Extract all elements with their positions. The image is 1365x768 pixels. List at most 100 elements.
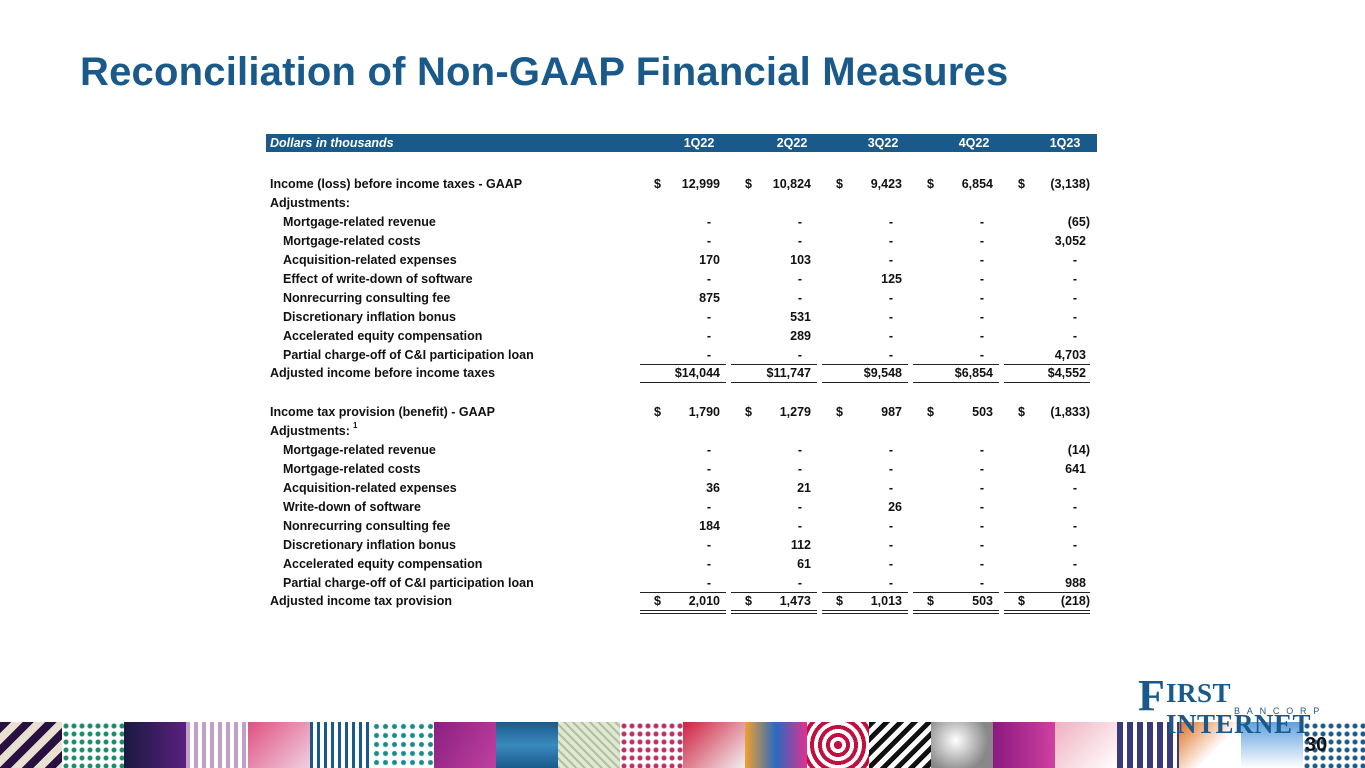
value-cell: 875: [699, 291, 720, 305]
table-row: Discretionary inflation bonus - 112 - - -: [266, 537, 1097, 555]
value-cell: -: [979, 234, 984, 248]
value-cell: -: [1072, 310, 1077, 324]
value-cell: -: [979, 500, 984, 514]
currency-symbol: $: [1018, 594, 1025, 608]
row-label: Write-down of software: [283, 500, 421, 514]
decorative-tile: [1240, 722, 1303, 768]
currency-symbol: $: [836, 177, 843, 191]
total-rule: [640, 592, 726, 593]
currency-symbol: $: [836, 594, 843, 608]
value-cell: 503: [972, 594, 993, 608]
value-cell: 1,013: [870, 594, 902, 608]
value-cell: 9,423: [870, 177, 902, 191]
currency-symbol: $: [654, 594, 661, 608]
decorative-tile: [1054, 722, 1117, 768]
value-cell: 1,279: [779, 405, 811, 419]
value-cell: -: [1072, 538, 1077, 552]
value-cell: 21: [797, 481, 811, 495]
decorative-tile: [434, 722, 497, 768]
currency-symbol: $: [654, 405, 661, 419]
total-rule: [913, 592, 999, 593]
value-cell: -: [706, 538, 711, 552]
period-header: 3Q22: [867, 136, 899, 150]
value-cell: -: [979, 348, 984, 362]
row-label: Acquisition-related expenses: [283, 481, 457, 495]
value-cell: (3,138): [1050, 177, 1090, 191]
value-cell: 61: [797, 557, 811, 571]
value-cell: -: [1072, 500, 1077, 514]
row-label: Adjustments:: [270, 196, 350, 210]
value-cell: -: [706, 329, 711, 343]
double-rule: [913, 610, 999, 614]
decorative-tile: [744, 722, 807, 768]
value-cell: -: [888, 310, 893, 324]
value-cell: 170: [699, 253, 720, 267]
value-cell: $11,747: [766, 366, 812, 380]
value-cell: -: [888, 215, 893, 229]
table-row: Adjustments: 1: [266, 421, 1097, 441]
decorative-tile: [558, 722, 621, 768]
value-cell: 3,052: [1054, 234, 1086, 248]
value-cell: 26: [888, 500, 902, 514]
value-cell: 987: [881, 405, 902, 419]
decorative-tile: [806, 722, 869, 768]
value-cell: -: [797, 519, 802, 533]
value-cell: -: [797, 462, 802, 476]
value-cell: 103: [790, 253, 811, 267]
decorative-tile: [124, 722, 187, 768]
total-rule: [1004, 382, 1090, 383]
table-row: Accelerated equity compensation - 289 - - -: [266, 328, 1097, 346]
row-label: Acquisition-related expenses: [283, 253, 457, 267]
currency-symbol: $: [927, 177, 934, 191]
decorative-tile: [186, 722, 249, 768]
unit-label: Dollars in thousands: [270, 136, 394, 150]
currency-symbol: $: [1018, 177, 1025, 191]
period-header: 4Q22: [958, 136, 990, 150]
value-cell: -: [797, 215, 802, 229]
value-cell: -: [888, 462, 893, 476]
currency-symbol: $: [1018, 405, 1025, 419]
table-row: Effect of write-down of software - - 125 - -: [266, 271, 1097, 289]
table-row: Adjusted income before income taxes $14,0…: [266, 365, 1097, 383]
value-cell: -: [1072, 291, 1077, 305]
currency-symbol: $: [836, 405, 843, 419]
value-cell: -: [979, 329, 984, 343]
period-header: 1Q23: [1049, 136, 1081, 150]
value-cell: 988: [1065, 576, 1086, 590]
table-row: Nonrecurring consulting fee 184 - - - -: [266, 518, 1097, 536]
value-cell: -: [979, 272, 984, 286]
value-cell: (218): [1060, 594, 1090, 608]
value-cell: -: [888, 443, 893, 457]
total-rule: [640, 382, 726, 383]
value-cell: -: [706, 557, 711, 571]
currency-symbol: $: [654, 177, 661, 191]
decorative-tile: [62, 722, 125, 768]
row-label: Mortgage-related costs: [283, 234, 421, 248]
value-cell: 125: [881, 272, 902, 286]
value-cell: -: [979, 215, 984, 229]
value-cell: -: [979, 576, 984, 590]
row-label: Adjusted income before income taxes: [270, 366, 496, 380]
value-cell: (65): [1067, 215, 1090, 229]
row-label: Adjusted income tax provision: [270, 594, 452, 608]
value-cell: (14): [1067, 443, 1090, 457]
value-cell: -: [1072, 557, 1077, 571]
row-label: Mortgage-related costs: [283, 462, 421, 476]
total-rule: [640, 364, 726, 365]
value-cell: -: [979, 291, 984, 305]
value-cell: 1,790: [688, 405, 720, 419]
decorative-tile: [1116, 722, 1179, 768]
logo-name: IRST INTERNET: [1166, 678, 1312, 739]
total-rule: [913, 364, 999, 365]
decorative-tile: [248, 722, 311, 768]
double-rule: [640, 610, 726, 614]
value-cell: -: [706, 234, 711, 248]
total-rule: [822, 592, 908, 593]
row-label: Mortgage-related revenue: [283, 443, 436, 457]
row-label: Discretionary inflation bonus: [283, 538, 456, 552]
decorative-tile: [992, 722, 1055, 768]
value-cell: -: [706, 576, 711, 590]
row-label: Income tax provision (benefit) - GAAP: [270, 405, 496, 419]
decorative-tile: [620, 722, 683, 768]
value-cell: 6,854: [961, 177, 993, 191]
